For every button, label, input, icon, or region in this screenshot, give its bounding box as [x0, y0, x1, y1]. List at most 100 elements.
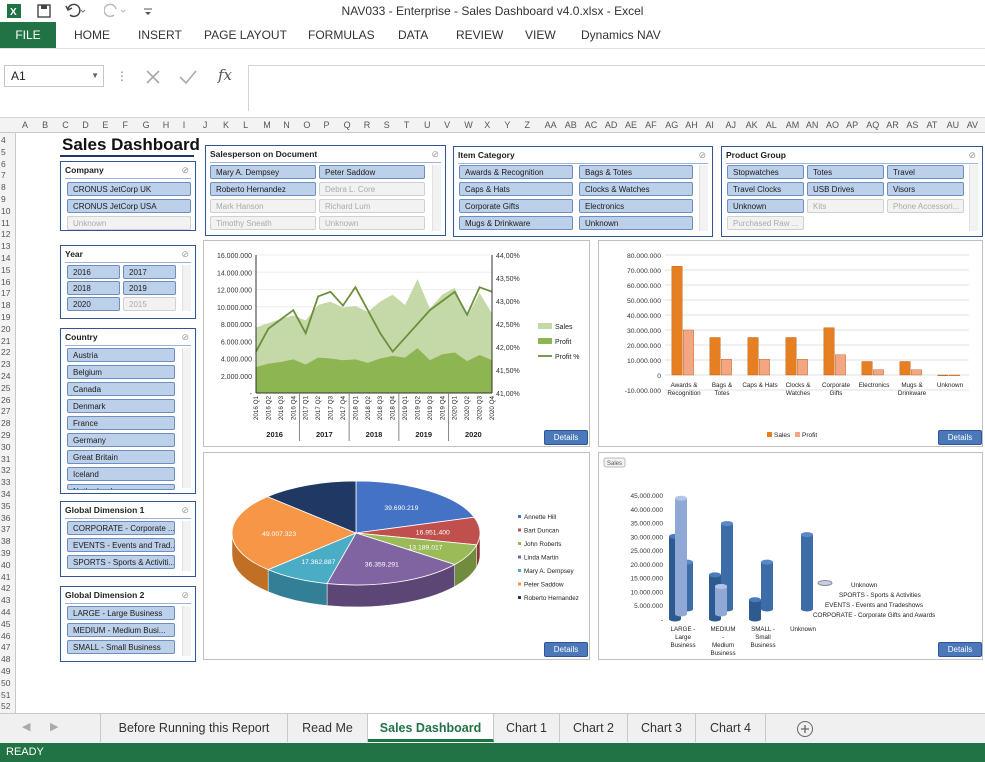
- slicer-item-corporate[interactable]: CORPORATE - Corporate ...: [67, 521, 175, 535]
- slicer-item-medium[interactable]: MEDIUM - Medium Busi...: [67, 623, 175, 637]
- slicer-year[interactable]: Year ⊘ 2016 2017 2018 2019 2020 2015: [60, 245, 196, 319]
- slicer-item-mary-dempsey[interactable]: Mary A. Dempsey: [210, 165, 316, 179]
- sheet-tab-chart-3[interactable]: Chart 3: [628, 714, 696, 742]
- sheet-tab-before-running[interactable]: Before Running this Report: [100, 714, 288, 742]
- sheet-tab-sales-dashboard[interactable]: Sales Dashboard: [368, 714, 494, 742]
- clear-filter-icon[interactable]: ⊘: [698, 150, 706, 160]
- sheet-tab-read-me[interactable]: Read Me: [288, 714, 368, 742]
- slicer-item-bags[interactable]: Bags & Totes: [579, 165, 693, 179]
- slicer-item-unknown[interactable]: Unknown: [727, 199, 804, 213]
- slicer-scrollbar[interactable]: [182, 348, 191, 488]
- slicer-item-timothy-sneath[interactable]: Timothy Sneath: [210, 216, 316, 230]
- slicer-scrollbar[interactable]: [182, 606, 191, 656]
- slicer-item-events[interactable]: EVENTS - Events and Trad...: [67, 538, 175, 552]
- clear-filter-icon[interactable]: ⊘: [431, 149, 439, 159]
- slicer-item-kits[interactable]: Kits: [807, 199, 884, 213]
- excel-icon[interactable]: X: [6, 3, 22, 19]
- slicer-item-sports[interactable]: SPORTS - Sports & Activiti...: [67, 555, 175, 569]
- redo-icon[interactable]: [104, 3, 128, 19]
- slicer-item-france[interactable]: France: [67, 416, 175, 430]
- slicer-scrollbar[interactable]: [182, 265, 191, 311]
- slicer-item-2019[interactable]: 2019: [123, 281, 176, 295]
- tab-page-layout[interactable]: PAGE LAYOUT: [204, 28, 287, 42]
- tab-home[interactable]: HOME: [74, 28, 110, 42]
- sheet-tab-chart-2[interactable]: Chart 2: [560, 714, 628, 742]
- slicer-item-unknown[interactable]: Unknown: [67, 216, 191, 230]
- enter-icon[interactable]: [178, 68, 198, 86]
- chart-dimension-3d-bars[interactable]: Sales 45.000.000 40.000.000 35.000.000 30.00…: [598, 452, 983, 660]
- scroll-right-icon[interactable]: ▶: [50, 721, 59, 733]
- slicer-item-2017[interactable]: 2017: [123, 265, 176, 279]
- undo-icon[interactable]: [64, 3, 88, 19]
- slicer-item-corporate-gifts[interactable]: Corporate Gifts: [459, 199, 573, 213]
- slicer-item-belgium[interactable]: Belgium: [67, 365, 175, 379]
- slicer-item-netherlands[interactable]: Netherlands: [67, 484, 175, 490]
- slicer-item-small[interactable]: SMALL - Small Business: [67, 640, 175, 654]
- slicer-item-roberto-hernandez[interactable]: Roberto Hernandez: [210, 182, 316, 196]
- slicer-item-peter-saddow[interactable]: Peter Saddow: [319, 165, 425, 179]
- slicer-item-2015[interactable]: 2015: [123, 297, 176, 311]
- slicer-item-austria[interactable]: Austria: [67, 348, 175, 362]
- tab-view[interactable]: VIEW: [525, 28, 556, 42]
- slicer-global-dimension-2[interactable]: Global Dimension 2 ⊘ LARGE - Large Busin…: [60, 586, 196, 662]
- slicer-item-unknown[interactable]: Unknown: [579, 216, 693, 230]
- name-box[interactable]: A1 ▼: [4, 65, 104, 87]
- tab-file[interactable]: FILE: [0, 22, 56, 48]
- slicer-item-richard-lum[interactable]: Richard Lum: [319, 199, 425, 213]
- customize-toolbar-icon[interactable]: [142, 4, 154, 18]
- slicer-item-category[interactable]: Item Category ⊘ Awards & Recognition Bag…: [453, 146, 713, 237]
- tab-insert[interactable]: INSERT: [138, 28, 182, 42]
- tab-review[interactable]: REVIEW: [456, 28, 504, 42]
- add-sheet-icon[interactable]: [796, 720, 814, 738]
- slicer-item-mark-hanson[interactable]: Mark Hanson: [210, 199, 316, 213]
- slicer-item-germany[interactable]: Germany: [67, 433, 175, 447]
- clear-filter-icon[interactable]: ⊘: [181, 249, 189, 259]
- slicer-salesperson[interactable]: Salesperson on Document ⊘ Mary A. Dempse…: [205, 145, 446, 236]
- chart-item-category-bars[interactable]: 80.000.000 70.000.000 60.000.000 50.000.000…: [598, 240, 983, 447]
- sheet-tab-chart-1[interactable]: Chart 1: [494, 714, 560, 742]
- slicer-product-group[interactable]: Product Group ⊘ Stopwatches Totes Travel…: [721, 146, 983, 237]
- tab-data[interactable]: DATA: [398, 28, 429, 42]
- clear-filter-icon[interactable]: ⊘: [181, 332, 189, 342]
- slicer-item-large[interactable]: LARGE - Large Business: [67, 606, 175, 620]
- slicer-global-dimension-1[interactable]: Global Dimension 1 ⊘ CORPORATE - Corpora…: [60, 501, 196, 577]
- chevron-down-icon[interactable]: ▼: [91, 71, 99, 80]
- slicer-country[interactable]: Country ⊘ Austria Belgium Canada Denmark…: [60, 328, 196, 494]
- slicer-item-mugs[interactable]: Mugs & Drinkware: [459, 216, 573, 230]
- details-button[interactable]: Details: [938, 430, 982, 445]
- scroll-left-icon[interactable]: ◀: [22, 721, 31, 733]
- slicer-item-2020[interactable]: 2020: [67, 297, 120, 311]
- slicer-item-iceland[interactable]: Iceland: [67, 467, 175, 481]
- slicer-item-travel[interactable]: Travel: [887, 165, 964, 179]
- slicer-item-phone-accessories[interactable]: Phone Accessori...: [887, 199, 964, 213]
- slicer-item-2016[interactable]: 2016: [67, 265, 120, 279]
- slicer-item-usb-drives[interactable]: USB Drives: [807, 182, 884, 196]
- formula-input[interactable]: [248, 65, 985, 111]
- slicer-scrollbar[interactable]: [699, 165, 708, 231]
- more-options-icon[interactable]: ⋮: [116, 69, 128, 83]
- slicer-item-visors[interactable]: Visors: [887, 182, 964, 196]
- details-button[interactable]: Details: [544, 430, 588, 445]
- slicer-item-awards[interactable]: Awards & Recognition: [459, 165, 573, 179]
- cancel-icon[interactable]: [144, 68, 162, 86]
- slicer-item-denmark[interactable]: Denmark: [67, 399, 175, 413]
- details-button[interactable]: Details: [938, 642, 982, 657]
- clear-filter-icon[interactable]: ⊘: [181, 165, 189, 175]
- slicer-item-electronics[interactable]: Electronics: [579, 199, 693, 213]
- slicer-item-purchased-raw[interactable]: Purchased Raw ...: [727, 216, 804, 230]
- slicer-item-travel-clocks[interactable]: Travel Clocks: [727, 182, 804, 196]
- chart-sales-profit-trend[interactable]: 16.000.000 14.000.000 12.000.000 10.000.000…: [203, 240, 590, 447]
- slicer-item-canada[interactable]: Canada: [67, 382, 175, 396]
- clear-filter-icon[interactable]: ⊘: [968, 150, 976, 160]
- sheet-tab-chart-4[interactable]: Chart 4: [696, 714, 766, 742]
- slicer-item-unknown[interactable]: Unknown: [319, 216, 425, 230]
- slicer-item-debra-core[interactable]: Debra L. Core: [319, 182, 425, 196]
- clear-filter-icon[interactable]: ⊘: [181, 505, 189, 515]
- chart-salesperson-pie[interactable]: 39.690.219 16.951.400 13.189.017 36.359.291…: [203, 452, 590, 660]
- slicer-item-cronus-uk[interactable]: CRONUS JetCorp UK: [67, 182, 191, 196]
- slicer-scrollbar[interactable]: [969, 165, 978, 231]
- slicer-scrollbar[interactable]: [182, 521, 191, 571]
- slicer-item-cronus-usa[interactable]: CRONUS JetCorp USA: [67, 199, 191, 213]
- slicer-item-stopwatches[interactable]: Stopwatches: [727, 165, 804, 179]
- tab-formulas[interactable]: FORMULAS: [308, 28, 375, 42]
